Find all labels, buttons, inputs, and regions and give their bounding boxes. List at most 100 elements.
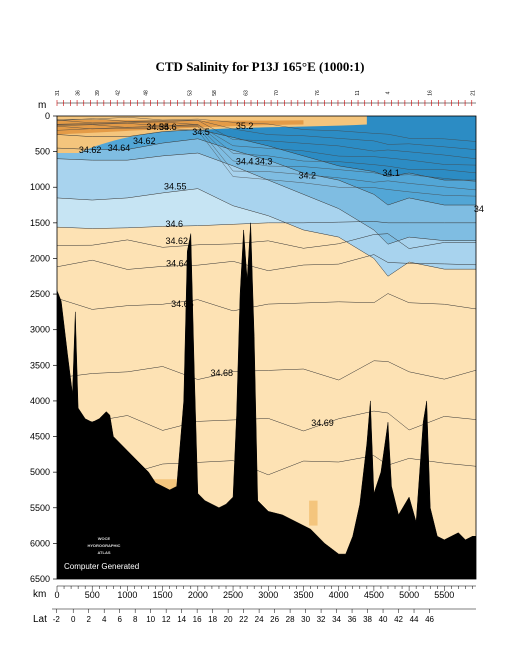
lat-tick-label: 18 xyxy=(208,615,217,624)
woce-logo: WOCE HYDROGRAPHIC ATLAS xyxy=(88,536,121,555)
latitude-axis: -2 0 2 4 6 8 10 12 14 16 18 20 22 24 26 28 30 32 34 36 38 40 4… xyxy=(52,608,476,624)
x-tick-label: 2500 xyxy=(223,590,243,600)
contour-label: 34.6 xyxy=(159,122,177,132)
contour-label: 34.6 xyxy=(165,219,183,229)
contour-line xyxy=(57,254,476,271)
contour-line xyxy=(57,360,476,381)
lat-tick-label: 4 xyxy=(102,615,107,624)
contour-line xyxy=(57,129,476,181)
x-axis-label: km xyxy=(33,589,46,600)
x-tick-label: 5000 xyxy=(399,590,419,600)
distance-axis: 0 500 1000 1500 2000 2500 3000 3500 4000 4500 5000… xyxy=(54,585,476,600)
x-tick-label: 3500 xyxy=(293,590,313,600)
y-tick-label: 1500 xyxy=(30,218,50,228)
lat-tick-label: 42 xyxy=(394,615,403,624)
contour-label: 35.2 xyxy=(236,121,254,131)
x-tick-label: 4500 xyxy=(364,590,384,600)
lat-tick-label: -2 xyxy=(53,615,61,624)
contour-line xyxy=(57,233,476,249)
logo-line-2: HYDROGRAPHIC xyxy=(88,543,121,548)
station-label: 16 xyxy=(428,90,434,96)
contour-line xyxy=(57,125,476,191)
contour-label: 34 xyxy=(474,204,484,214)
computer-generated-label: Computer Generated xyxy=(64,562,139,571)
contour-label: 34.64 xyxy=(166,258,189,268)
lat-tick-label: 36 xyxy=(348,615,357,624)
station-label: 4 xyxy=(385,91,391,94)
lat-tick-label: 46 xyxy=(425,615,434,624)
y-tick-label: 2500 xyxy=(30,289,50,299)
y-tick-label: 1000 xyxy=(30,182,50,192)
lat-tick-label: 12 xyxy=(162,615,171,624)
seafloor-polygon xyxy=(57,222,476,579)
lat-tick-label: 30 xyxy=(301,615,310,624)
x-tick-label: 1500 xyxy=(153,590,173,600)
station-label: 48 xyxy=(144,90,150,96)
station-label: 11 xyxy=(355,90,361,95)
salinity-patch-deep xyxy=(309,500,318,526)
y-tick-label: 4000 xyxy=(30,396,50,406)
station-axis: 31 36 39 42 48 53 58 63 70 76 11 4 16 21 xyxy=(55,90,476,106)
contour-label: 34.62 xyxy=(165,236,188,246)
x-tick-label: 500 xyxy=(85,590,100,600)
salinity-contours xyxy=(57,117,476,476)
depth-axis: 0 500 1000 1500 2000 2500 3000 3500 4000 4500 5000… xyxy=(30,111,57,584)
contour-label: 34.68 xyxy=(211,368,234,378)
lat-tick-label: 6 xyxy=(117,615,122,624)
station-label: 58 xyxy=(212,90,218,96)
x-tick-label: 4000 xyxy=(329,590,349,600)
lat-tick-label: 26 xyxy=(270,615,279,624)
x-tick-label: 3000 xyxy=(258,590,278,600)
station-label: 42 xyxy=(116,90,122,96)
lat-tick-label: 2 xyxy=(86,615,91,624)
lat-tick-label: 10 xyxy=(146,615,155,624)
salinity-layer xyxy=(57,138,476,245)
contour-line xyxy=(57,152,476,245)
station-label: 39 xyxy=(95,90,101,96)
contour-line xyxy=(57,123,476,174)
lat-tick-label: 14 xyxy=(177,615,186,624)
logo-line-3: ATLAS xyxy=(97,550,110,555)
contour-line xyxy=(57,117,476,142)
x-tick-label: 0 xyxy=(54,590,59,600)
x-tick-label: 2000 xyxy=(188,590,208,600)
lat-axis-label: Lat xyxy=(33,614,47,625)
contour-label: 34.3 xyxy=(255,156,273,166)
contour-label: 34.64 xyxy=(108,143,131,153)
y-tick-label: 5500 xyxy=(30,503,50,513)
contour-label: 34.55 xyxy=(146,122,169,132)
salinity-layer xyxy=(57,153,476,277)
contour-label: 34.62 xyxy=(79,145,102,155)
lat-tick-label: 38 xyxy=(363,615,372,624)
y-tick-label: 0 xyxy=(45,111,50,121)
lat-tick-label: 44 xyxy=(410,615,419,624)
station-label: 76 xyxy=(315,90,321,96)
y-tick-label: 3500 xyxy=(30,360,50,370)
lat-tick-label: 34 xyxy=(332,615,341,624)
lat-tick-label: 32 xyxy=(317,615,326,624)
contour-line xyxy=(57,127,476,197)
contour-label: 34.69 xyxy=(311,418,334,428)
x-tick-label: 5500 xyxy=(434,590,454,600)
contour-line xyxy=(57,121,476,166)
contour-line xyxy=(57,293,476,312)
y-axis-label: m xyxy=(38,100,46,111)
station-label: 53 xyxy=(187,90,193,96)
station-label: 70 xyxy=(274,90,280,96)
y-tick-label: 2000 xyxy=(30,253,50,263)
y-tick-label: 4500 xyxy=(30,432,50,442)
station-label: 21 xyxy=(470,90,476,96)
logo-line-1: WOCE xyxy=(98,536,111,541)
salinity-layer xyxy=(57,129,476,206)
station-label: 36 xyxy=(75,90,81,96)
contour-label: 34.66 xyxy=(171,299,194,309)
seafloor-bathymetry xyxy=(57,222,476,579)
contour-line xyxy=(57,118,476,150)
y-tick-label: 500 xyxy=(35,147,50,157)
y-tick-label: 5000 xyxy=(30,467,50,477)
station-label: 31 xyxy=(55,90,61,96)
lat-tick-label: 22 xyxy=(239,615,248,624)
x-tick-label: 1000 xyxy=(117,590,137,600)
